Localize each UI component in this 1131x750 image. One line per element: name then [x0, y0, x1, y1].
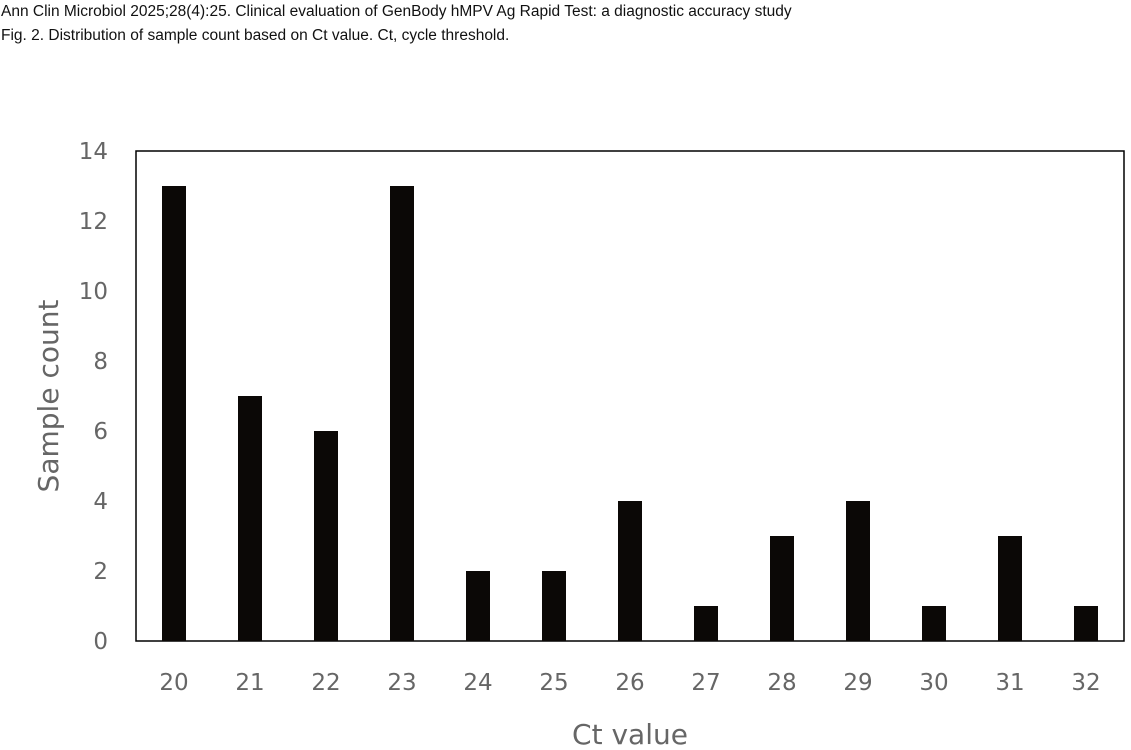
y-tick-label-6: 6 — [93, 419, 108, 445]
x-tick-label-24: 24 — [463, 670, 492, 696]
y-tick-label-10: 10 — [79, 279, 108, 305]
y-tick-label-14: 14 — [79, 139, 108, 165]
bar-28 — [770, 536, 794, 641]
y-tick-label-0: 0 — [93, 629, 108, 655]
y-tick-labels: 0 2 4 6 8 10 12 14 — [79, 139, 108, 655]
x-tick-label-32: 32 — [1071, 670, 1100, 696]
bar-22 — [314, 431, 338, 641]
figure-citation: Ann Clin Microbiol 2025;28(4):25. Clinic… — [1, 3, 792, 20]
bar-29 — [846, 501, 870, 641]
y-tick-label-8: 8 — [93, 349, 108, 375]
figure-caption: Fig. 2. Distribution of sample count bas… — [1, 27, 510, 44]
x-tick-label-23: 23 — [387, 670, 416, 696]
bars-group — [162, 186, 1098, 641]
x-tick-label-22: 22 — [311, 670, 340, 696]
bar-26 — [618, 501, 642, 641]
x-tick-label-28: 28 — [767, 670, 796, 696]
x-tick-label-21: 21 — [235, 670, 264, 696]
bar-23 — [390, 186, 414, 641]
bar-32 — [1074, 606, 1098, 641]
bar-27 — [694, 606, 718, 641]
bar-24 — [466, 571, 490, 641]
bar-21 — [238, 396, 262, 641]
x-tick-labels: 20 21 22 23 24 25 26 27 28 29 30 31 32 — [159, 670, 1100, 696]
x-tick-label-31: 31 — [995, 670, 1024, 696]
y-tick-label-4: 4 — [93, 489, 108, 515]
y-tick-label-12: 12 — [79, 209, 108, 235]
x-tick-label-26: 26 — [615, 670, 644, 696]
x-tick-label-20: 20 — [159, 670, 188, 696]
x-tick-label-27: 27 — [691, 670, 720, 696]
bar-31 — [998, 536, 1022, 641]
x-tick-label-30: 30 — [919, 670, 948, 696]
bar-25 — [542, 571, 566, 641]
bar-20 — [162, 186, 186, 641]
x-axis-title: Ct value — [572, 718, 688, 750]
y-tick-label-2: 2 — [93, 559, 108, 585]
x-tick-label-29: 29 — [843, 670, 872, 696]
x-tick-label-25: 25 — [539, 670, 568, 696]
bar-30 — [922, 606, 946, 641]
y-axis-title: Sample count — [32, 300, 65, 493]
